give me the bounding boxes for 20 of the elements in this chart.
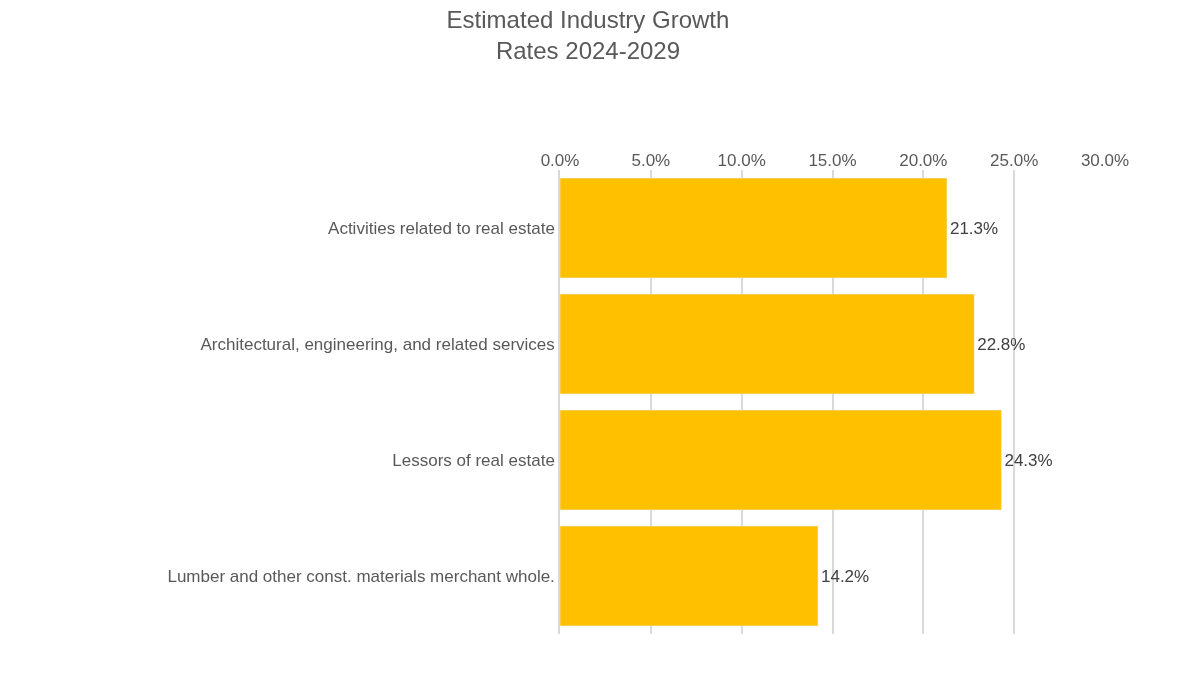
x-tick-label: 20.0% — [899, 150, 948, 170]
bar — [560, 525, 819, 627]
x-tick-label: 30.0% — [1080, 150, 1130, 170]
y-tick-label: Lumber and other const. materials merchant whole. — [167, 566, 555, 586]
x-tick-label: 10.0% — [717, 150, 766, 170]
y-tick-label: Lessors of real estate — [392, 450, 555, 470]
x-tick-label: 0.0% — [540, 150, 580, 170]
x-tick-label: 25.0% — [990, 150, 1039, 170]
x-tick-label: 15.0% — [808, 150, 857, 170]
x-tick-label: 5.0% — [631, 150, 671, 170]
y-tick-label: Activities related to real estate — [328, 218, 555, 238]
bar — [560, 409, 1002, 511]
bar — [560, 177, 948, 279]
bar — [560, 293, 975, 395]
data-label: 21.3% — [949, 218, 999, 238]
y-tick-label: Architectural, engineering, and related services — [200, 334, 555, 354]
data-label: 14.2% — [820, 566, 870, 586]
chart-title: Estimated Industry Growth Rates 2024-2029 — [446, 5, 730, 65]
data-label: 22.8% — [977, 334, 1026, 354]
data-label: 24.3% — [1004, 450, 1053, 470]
